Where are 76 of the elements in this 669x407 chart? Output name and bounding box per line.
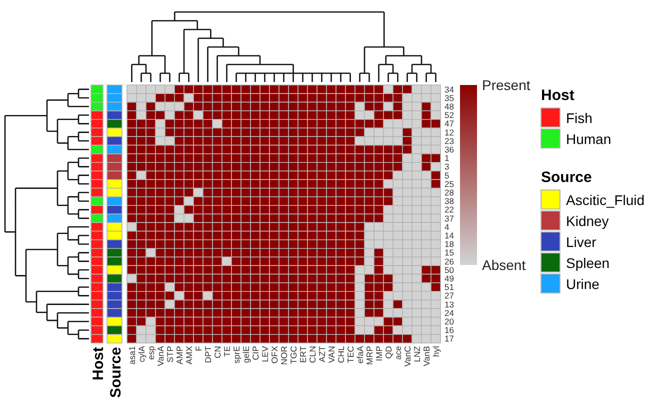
x-tick-label: STP xyxy=(164,346,175,363)
x-tick-label: CIP xyxy=(250,346,260,360)
y-tick-label: 17 xyxy=(444,334,454,344)
x-tick-label: CHL xyxy=(336,346,346,364)
x-tick-label: gelE xyxy=(240,346,251,364)
y-tick-label: 4 xyxy=(444,222,450,232)
x-tick-label: IMP xyxy=(374,346,384,362)
color-bar-label: Present xyxy=(482,77,530,93)
x-tick-label: cylA xyxy=(136,346,146,362)
y-tick-label: 50 xyxy=(444,264,454,275)
x-tick-label: VanB xyxy=(421,346,432,366)
x-tick-label: AZT xyxy=(316,346,327,362)
x-tick-label: AMP xyxy=(174,346,184,364)
x-tick-label: TEC xyxy=(345,346,356,363)
x-tick-label: esp xyxy=(146,346,156,360)
legend-title: Source xyxy=(541,169,592,186)
y-tick-label: 48 xyxy=(444,102,454,112)
y-tick-label: 36 xyxy=(444,144,454,154)
x-tick-label: VanA xyxy=(155,346,166,366)
y-axis-title: Host xyxy=(90,347,107,380)
x-tick-label: ace xyxy=(392,346,403,360)
x-tick-label: VAN xyxy=(326,346,336,363)
y-tick-label: 12 xyxy=(444,127,454,138)
x-tick-label: AMX xyxy=(184,346,194,364)
y-tick-label: 27 xyxy=(444,290,454,301)
color-bar-label: Absent xyxy=(482,257,526,273)
x-tick-label: VanC xyxy=(402,346,412,367)
legend-label: Fish xyxy=(566,110,592,126)
x-tick-label: NOR xyxy=(278,346,289,365)
y-tick-label: 3 xyxy=(444,162,450,172)
legend-label: Liver xyxy=(566,234,597,250)
legend-label: Spleen xyxy=(566,255,610,271)
y-tick-label: 24 xyxy=(444,308,454,318)
y-tick-label: 5 xyxy=(444,170,450,180)
legend-label: Ascitic_Fluid xyxy=(566,192,645,208)
y-axis-title: Source xyxy=(108,347,124,398)
legend-label: Human xyxy=(566,131,612,147)
x-tick-label: efaA xyxy=(354,346,365,364)
y-tick-label: 28 xyxy=(444,188,454,198)
y-tick-label: 15 xyxy=(444,248,454,258)
x-tick-label: TE xyxy=(222,346,232,357)
y-tick-label: 25 xyxy=(444,178,454,189)
x-tick-label: F xyxy=(193,346,204,352)
x-tick-label: CN xyxy=(212,346,222,358)
y-tick-label: 20 xyxy=(444,316,454,326)
x-tick-label: CLN xyxy=(307,346,318,364)
x-tick-label: MRP xyxy=(364,346,374,365)
legend-label: Urine xyxy=(566,276,600,292)
x-tick-label: asa1 xyxy=(126,346,137,364)
x-tick-label: ERT xyxy=(298,346,308,363)
x-tick-label: OFX xyxy=(269,346,280,364)
y-tick-label: 37 xyxy=(444,213,454,224)
y-tick-label: 51 xyxy=(444,282,454,292)
y-tick-label: 14 xyxy=(444,230,454,240)
x-tick-label: sprE xyxy=(231,346,242,364)
x-tick-label: TGC xyxy=(288,346,298,364)
legend-label: Kidney xyxy=(566,213,609,229)
x-tick-label: QD xyxy=(383,346,394,359)
y-tick-label: 47 xyxy=(444,118,454,129)
x-tick-label: DPT xyxy=(202,346,213,363)
y-tick-label: 22 xyxy=(444,204,454,215)
y-tick-label: 52 xyxy=(444,110,454,120)
y-tick-label: 35 xyxy=(444,92,454,103)
y-tick-label: 23 xyxy=(444,136,454,146)
y-tick-label: 13 xyxy=(444,299,454,310)
y-tick-label: 49 xyxy=(444,274,454,284)
y-tick-label: 1 xyxy=(444,153,450,164)
y-tick-label: 16 xyxy=(444,325,454,336)
y-tick-label: 18 xyxy=(444,239,454,250)
legend-title: Host xyxy=(541,87,574,104)
x-tick-label: hyl xyxy=(430,346,441,357)
y-tick-label: 34 xyxy=(444,84,454,94)
x-tick-label: LEV xyxy=(260,346,270,362)
x-tick-label: LNZ xyxy=(412,346,422,362)
y-tick-label: 38 xyxy=(444,196,454,206)
y-tick-label: 26 xyxy=(444,256,454,266)
